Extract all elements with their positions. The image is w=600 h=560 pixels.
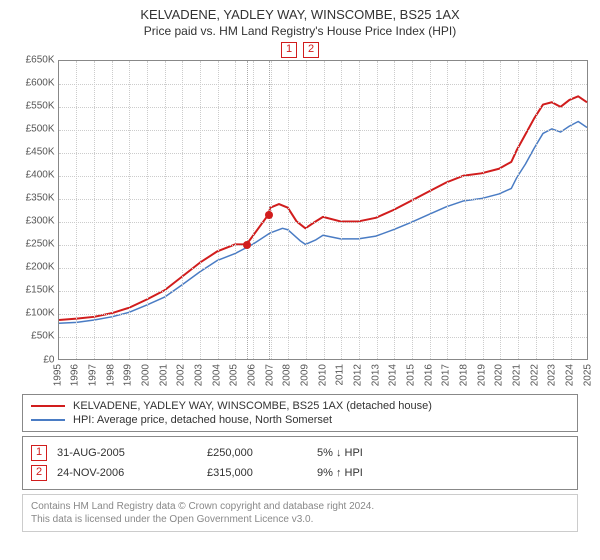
- y-axis-label: £650K: [13, 54, 55, 65]
- sale-price: £250,000: [207, 447, 317, 459]
- x-axis-label: 2024: [564, 364, 575, 386]
- x-axis-label: 2008: [282, 364, 293, 386]
- x-axis-label: 2000: [140, 364, 151, 386]
- legend-swatch: [31, 405, 65, 407]
- x-axis-label: 2015: [405, 364, 416, 386]
- y-axis-label: £500K: [13, 123, 55, 134]
- x-axis-label: 2006: [246, 364, 257, 386]
- footer-line1: Contains HM Land Registry data © Crown c…: [31, 500, 569, 513]
- x-axis-label: 2011: [335, 364, 346, 386]
- y-axis-label: £200K: [13, 262, 55, 273]
- sale-price: £315,000: [207, 467, 317, 479]
- sale-marker: 2: [31, 465, 47, 481]
- footer-line2: This data is licensed under the Open Gov…: [31, 513, 569, 526]
- x-axis-label: 1995: [52, 364, 63, 386]
- y-axis-label: £0: [13, 354, 55, 365]
- x-axis-label: 1999: [123, 364, 134, 386]
- x-axis-label: 1996: [70, 364, 81, 386]
- y-axis-label: £450K: [13, 146, 55, 157]
- sale-diff: 9% ↑ HPI: [317, 467, 427, 479]
- x-axis-label: 2013: [370, 364, 381, 386]
- sale-date: 31-AUG-2005: [57, 447, 207, 459]
- x-axis-label: 2020: [494, 364, 505, 386]
- x-axis-label: 2005: [229, 364, 240, 386]
- x-axis-label: 2018: [458, 364, 469, 386]
- sale-point-1: [243, 241, 251, 249]
- x-axis-label: 2003: [193, 364, 204, 386]
- plot-region: [58, 60, 588, 360]
- y-axis-label: £300K: [13, 216, 55, 227]
- legend-swatch: [31, 419, 65, 421]
- x-axis-label: 2017: [441, 364, 452, 386]
- x-axis-label: 2010: [317, 364, 328, 386]
- chart-container: KELVADENE, YADLEY WAY, WINSCOMBE, BS25 1…: [0, 0, 600, 560]
- legend-item: HPI: Average price, detached house, Nort…: [31, 413, 569, 427]
- x-axis-label: 2002: [176, 364, 187, 386]
- x-axis-label: 2016: [423, 364, 434, 386]
- x-axis-label: 2004: [211, 364, 222, 386]
- y-axis-label: £400K: [13, 169, 55, 180]
- x-axis-label: 2021: [511, 364, 522, 386]
- chart-subtitle: Price paid vs. HM Land Registry's House …: [10, 24, 590, 38]
- y-axis-label: £150K: [13, 285, 55, 296]
- x-axis-label: 2001: [158, 364, 169, 386]
- footer-licence: Contains HM Land Registry data © Crown c…: [22, 494, 578, 532]
- y-axis-label: £550K: [13, 100, 55, 111]
- x-axis-label: 2007: [264, 364, 275, 386]
- top-marker-row: 12: [10, 42, 590, 58]
- legend-label: KELVADENE, YADLEY WAY, WINSCOMBE, BS25 1…: [73, 400, 432, 412]
- y-axis-label: £350K: [13, 193, 55, 204]
- sale-row: 1 31-AUG-2005£250,0005% ↓ HPI: [31, 443, 569, 463]
- x-axis-label: 2014: [388, 364, 399, 386]
- y-axis-label: £50K: [13, 331, 55, 342]
- y-axis-label: £100K: [13, 308, 55, 319]
- x-axis-label: 2019: [476, 364, 487, 386]
- sale-date: 24-NOV-2006: [57, 467, 207, 479]
- sale-row: 2 24-NOV-2006£315,0009% ↑ HPI: [31, 463, 569, 483]
- x-axis-label: 2012: [352, 364, 363, 386]
- y-axis-label: £250K: [13, 239, 55, 250]
- legend-item: KELVADENE, YADLEY WAY, WINSCOMBE, BS25 1…: [31, 399, 569, 413]
- x-axis-label: 2023: [547, 364, 558, 386]
- chart-area: £0 £50K £100K £150K £200K £250K £300K £350K £400…: [13, 60, 588, 388]
- x-axis-label: 1998: [105, 364, 116, 386]
- legend: KELVADENE, YADLEY WAY, WINSCOMBE, BS25 1…: [22, 394, 578, 432]
- chart-title: KELVADENE, YADLEY WAY, WINSCOMBE, BS25 1…: [10, 6, 590, 24]
- x-axis-label: 2022: [529, 364, 540, 386]
- x-axis-label: 2025: [582, 364, 593, 386]
- y-axis-label: £600K: [13, 77, 55, 88]
- event-marker-2: 2: [303, 42, 319, 58]
- sale-point-2: [265, 211, 273, 219]
- legend-label: HPI: Average price, detached house, Nort…: [73, 414, 332, 426]
- event-marker-1: 1: [281, 42, 297, 58]
- x-axis-label: 2009: [299, 364, 310, 386]
- sale-diff: 5% ↓ HPI: [317, 447, 427, 459]
- sales-table: 1 31-AUG-2005£250,0005% ↓ HPI 2 24-NOV-2006…: [22, 436, 578, 490]
- sale-marker: 1: [31, 445, 47, 461]
- x-axis-label: 1997: [87, 364, 98, 386]
